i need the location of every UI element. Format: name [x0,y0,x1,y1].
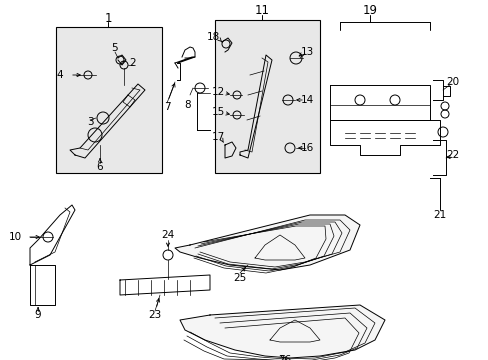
Text: 22: 22 [446,150,459,160]
Text: 18: 18 [206,32,219,42]
Text: 7: 7 [163,102,170,112]
Text: 14: 14 [300,95,313,105]
Bar [56,27,162,173]
Bar [215,20,319,173]
Text: 20: 20 [446,77,459,87]
Text: 9: 9 [35,310,41,320]
Text: 16: 16 [300,143,313,153]
Text: 23: 23 [148,310,162,320]
Text: 6: 6 [97,162,103,172]
Text: 3: 3 [86,117,93,127]
Text: 11: 11 [254,4,269,17]
Text: 25: 25 [233,273,246,283]
Text: 19: 19 [362,4,377,17]
Text: 26: 26 [278,355,291,360]
Polygon shape [180,305,384,358]
Text: 5: 5 [111,43,118,53]
Text: 24: 24 [161,230,174,240]
Text: 21: 21 [432,210,446,220]
Text: 10: 10 [8,232,21,242]
Text: 1: 1 [104,12,112,24]
Text: 8: 8 [184,100,191,110]
Text: 12: 12 [211,87,224,97]
Polygon shape [175,215,359,270]
Text: 2: 2 [129,58,136,68]
Text: 15: 15 [211,107,224,117]
Text: 13: 13 [300,47,313,57]
Text: 4: 4 [57,70,63,80]
Text: 17: 17 [211,132,224,142]
